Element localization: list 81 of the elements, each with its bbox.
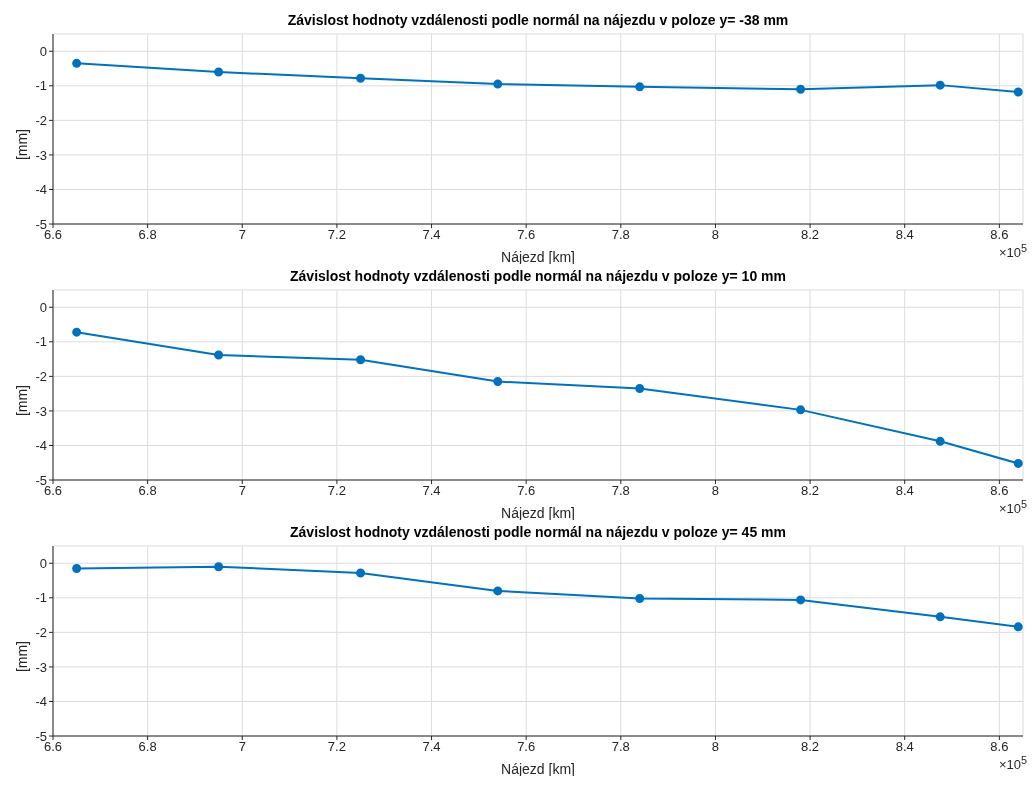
- x-tick-label: 7.8: [611, 227, 630, 243]
- y-tick-label: -2: [35, 368, 47, 384]
- x-tick-label: 8.2: [801, 739, 820, 755]
- x-tick-label: 7.4: [422, 739, 441, 755]
- point: [935, 436, 945, 446]
- point: [214, 562, 224, 572]
- point: [796, 595, 806, 605]
- y-axis-title: [mm]: [13, 129, 30, 161]
- y-tick-label: -4: [35, 438, 47, 454]
- y-tick-label: -1: [35, 590, 47, 606]
- chart-title: Závislost hodnoty vzdálenosti podle normál na nájezdu v poloze y= 45 mm: [289, 524, 787, 540]
- point: [796, 84, 806, 94]
- x-tick-label: 8.2: [801, 227, 820, 243]
- x-tick-label: 7.6: [517, 483, 536, 499]
- y-tick-label: -4: [35, 182, 47, 198]
- point: [493, 377, 503, 387]
- x-tick-label: 7.8: [611, 483, 630, 499]
- x-tick-label: 8.4: [895, 739, 914, 755]
- x-tick-label: 7.2: [327, 739, 346, 755]
- x-tick-label: 7.8: [611, 739, 630, 755]
- x-tick-label: 8: [711, 483, 720, 499]
- point: [935, 612, 945, 622]
- point: [214, 67, 224, 77]
- y-tick-label: -3: [35, 659, 47, 675]
- point: [493, 586, 503, 596]
- point: [935, 80, 945, 90]
- x-tick-label: 6.8: [138, 227, 157, 243]
- x-axis-title: Nájezd [km]: [501, 505, 575, 521]
- point: [356, 73, 366, 83]
- point: [72, 327, 82, 337]
- point: [1013, 622, 1023, 632]
- x-tick-label: 6.8: [138, 483, 157, 499]
- x-tick-label: 8: [711, 739, 720, 755]
- x-tick-label: 8.4: [895, 483, 914, 499]
- y-tick-label: -1: [35, 334, 47, 350]
- point: [72, 58, 82, 68]
- text: ×10$^{5}$: [998, 754, 1027, 773]
- x-tick-label: 8.6: [990, 227, 1009, 243]
- y-tick-label: -3: [35, 147, 47, 163]
- point: [635, 594, 645, 604]
- x-axis-title: Nájezd [km]: [501, 761, 575, 777]
- point: [356, 355, 366, 365]
- y-axis-title: [mm]: [13, 385, 30, 417]
- x-tick-label: 7.2: [327, 483, 346, 499]
- y-axis-title: [mm]: [13, 641, 30, 673]
- x-tick-label: 7: [238, 227, 246, 243]
- point: [214, 350, 224, 360]
- y-tick-label: -1: [35, 78, 47, 94]
- x-tick-label: 7.6: [517, 739, 536, 755]
- point: [72, 563, 82, 573]
- x-axis-title: Nájezd [km]: [501, 249, 575, 265]
- x-tick-label: 8.6: [990, 739, 1009, 755]
- y-tick-label: -4: [35, 694, 47, 710]
- x-tick-label: 8: [711, 227, 720, 243]
- point: [356, 568, 366, 578]
- x-tick-label: 7.6: [517, 227, 536, 243]
- point: [635, 383, 645, 393]
- x-tick-label: 7: [238, 483, 246, 499]
- y-tick-label: 0: [39, 299, 47, 315]
- x-tick-label: 6.8: [138, 739, 157, 755]
- point: [635, 82, 645, 92]
- y-tick-label: -2: [35, 624, 47, 640]
- point: [493, 79, 503, 89]
- x-tick-label: 7: [238, 739, 246, 755]
- x-tick-label: 7.4: [422, 483, 441, 499]
- point: [1013, 458, 1023, 468]
- x-tick-label: 8.6: [990, 483, 1009, 499]
- text: ×10$^{5}$: [998, 242, 1027, 261]
- x-tick-label: 8.2: [801, 483, 820, 499]
- x-tick-label: 8.4: [895, 227, 914, 243]
- y-tick-label: 0: [39, 43, 47, 59]
- y-tick-label: 0: [39, 555, 47, 571]
- chart-title: Závislost hodnoty vzdálenosti podle normál na nájezdu v poloze y= -38 mm: [286, 12, 790, 28]
- y-tick-label: -3: [35, 403, 47, 419]
- x-tick-label: 7.4: [422, 227, 441, 243]
- chart-title: Závislost hodnoty vzdálenosti podle normál na nájezdu v poloze y= 10 mm: [289, 268, 787, 284]
- x-tick-label: 7.2: [327, 227, 346, 243]
- text: ×10$^{5}$: [998, 498, 1027, 517]
- point: [1013, 87, 1023, 97]
- point: [796, 405, 806, 415]
- y-tick-label: -2: [35, 112, 47, 128]
